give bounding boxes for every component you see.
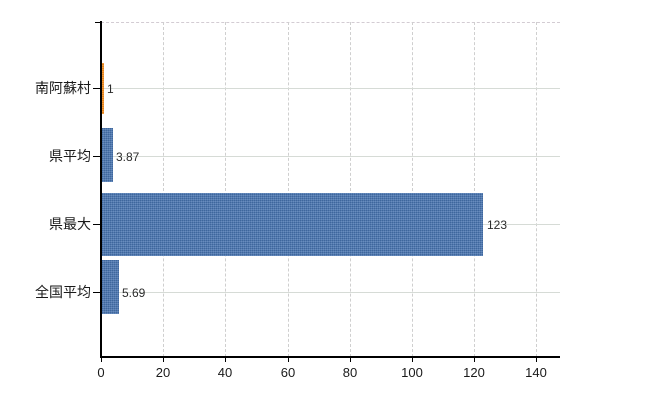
x-axis-tick	[350, 357, 351, 362]
x-axis-tick-label: 140	[525, 365, 547, 380]
bar-item	[101, 63, 104, 114]
x-axis-tick	[225, 357, 226, 362]
x-axis-tick-label: 40	[217, 365, 233, 380]
x-axis-tick-label: 60	[280, 365, 296, 380]
grid-line-horizontal	[101, 88, 560, 89]
bar-value-label: 123	[487, 218, 508, 232]
y-axis-category-label: 南阿蘇村	[35, 80, 91, 96]
grid-line-vertical	[288, 22, 289, 357]
y-axis-category-label: 県平均	[49, 148, 91, 164]
x-axis-tick-label: 80	[342, 365, 358, 380]
bar-item	[101, 260, 119, 314]
grid-line-vertical	[163, 22, 164, 357]
x-axis-tick	[101, 357, 102, 362]
grid-line-vertical	[474, 22, 475, 357]
x-axis-line	[100, 356, 560, 358]
x-axis-tick-label: 120	[463, 365, 485, 380]
y-axis-line	[100, 21, 102, 358]
grid-line-vertical	[225, 22, 226, 357]
grid-line-vertical	[412, 22, 413, 357]
x-axis-tick-label: 0	[97, 365, 105, 380]
plot-area: 1 3.87 123 5.69	[101, 22, 560, 357]
bar-value-label: 3.87	[116, 150, 140, 164]
y-axis-category-label: 全国平均	[35, 284, 91, 300]
x-axis-tick-label: 100	[401, 365, 423, 380]
grid-line-horizontal	[101, 292, 560, 293]
grid-line-vertical	[536, 22, 537, 357]
y-axis-category-label: 県最大	[49, 216, 91, 232]
x-axis-tick	[474, 357, 475, 362]
x-axis-tick	[412, 357, 413, 362]
bar-item	[101, 128, 113, 182]
bar-value-label: 1	[107, 82, 114, 96]
bar-value-label: 5.69	[122, 286, 146, 300]
x-axis-tick	[163, 357, 164, 362]
grid-line-top	[101, 22, 560, 23]
x-axis-tick-label: 20	[155, 365, 171, 380]
x-axis-tick	[288, 357, 289, 362]
grid-line-vertical	[350, 22, 351, 357]
x-axis-tick	[536, 357, 537, 362]
grid-line-horizontal	[101, 156, 560, 157]
bar-item	[101, 193, 483, 256]
